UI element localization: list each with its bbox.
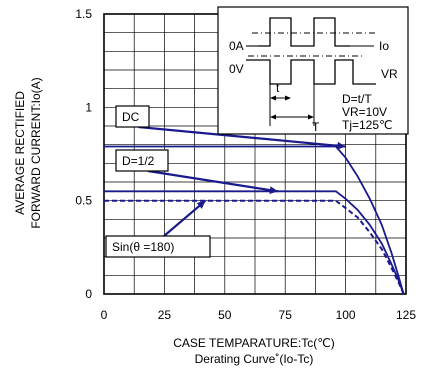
- x-tick-label: 0: [101, 308, 108, 322]
- voltage-waveform: [246, 59, 376, 85]
- y-axis-title-line1: AVERAGE RECTIFIED: [13, 91, 27, 215]
- inset-T-label: T: [312, 120, 320, 134]
- y-tick-label: 1: [85, 100, 92, 114]
- series-label-text: D=1/2: [122, 154, 155, 168]
- current-waveform: [258, 17, 350, 47]
- label-leader-line: [138, 125, 346, 148]
- x-axis-title: CASE TEMPARATURE:Tc(℃): [173, 336, 335, 350]
- y-axis-title-line2: FORWARD CURRENT:Io(A): [29, 77, 43, 228]
- x-tick-label: 50: [218, 308, 232, 322]
- series-line: [104, 199, 405, 295]
- series-label-box: [115, 105, 150, 128]
- series-labels: DC D=1/2 Sin(θ =180): [105, 105, 346, 258]
- y-tick-label: 0: [85, 287, 92, 301]
- x-tick-label: 125: [396, 308, 416, 322]
- inset-io-label: Io: [379, 39, 389, 53]
- waveform-inset: 0A Io 0V VR t T D=t/T VR=10V Tj=125℃: [217, 6, 409, 135]
- x-tick-label: 100: [336, 308, 356, 322]
- label-leader-line: [163, 199, 207, 237]
- inset-frame: [217, 6, 409, 135]
- inset-vr-label: VR: [381, 67, 398, 81]
- y-tick-label: 0.5: [75, 194, 92, 208]
- inset-t-label: t: [276, 81, 280, 95]
- y-tick-label: 1.5: [75, 7, 92, 21]
- t-arrow-head-left: [270, 95, 276, 101]
- x-axis-ticks: 0 25 50 75 100 125: [101, 308, 417, 322]
- label-leader-line: [147, 169, 279, 193]
- inset-condition-duty: D=t/T: [342, 92, 372, 106]
- x-tick-label: 75: [279, 308, 293, 322]
- series-label-box: [105, 235, 211, 258]
- t-arrow-head-right: [285, 95, 291, 101]
- x-tick-label: 25: [158, 308, 172, 322]
- label-arrow-head: [337, 141, 346, 150]
- series-layer: [104, 145, 405, 295]
- label-arrow-head: [196, 200, 206, 209]
- y-axis-ticks: 0 0.5 1 1.5: [75, 7, 92, 301]
- series-label-text: DC: [122, 110, 140, 124]
- series-line: [104, 145, 405, 295]
- T-arrow-head-right: [308, 114, 314, 120]
- series-line: [104, 190, 405, 295]
- label-arrow-head: [269, 186, 278, 194]
- chart-caption: Derating Curve˚(Io-Tc): [195, 352, 314, 366]
- inset-condition-vr: VR=10V: [342, 105, 387, 119]
- series-label-box: [115, 149, 169, 172]
- inset-voltage-label: 0V: [229, 62, 244, 76]
- inset-condition-tj: Tj=125℃: [342, 118, 393, 132]
- T-arrow-head-left: [270, 114, 276, 120]
- inset-current-label: 0A: [229, 39, 244, 53]
- series-label-text: Sin(θ =180): [112, 240, 174, 254]
